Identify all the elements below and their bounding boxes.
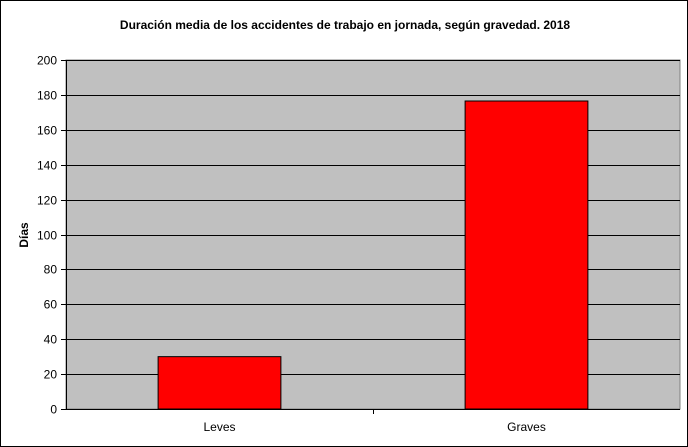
y-tick-label: 80: [44, 263, 58, 277]
y-tick-label: 60: [44, 298, 58, 312]
bar-graves: [464, 100, 589, 410]
y-tick-label: 100: [37, 229, 57, 243]
y-tick-label: 200: [37, 54, 57, 68]
y-tick-label: 140: [37, 159, 57, 173]
y-axis-label: Días: [17, 222, 31, 248]
y-tick-label: 0: [50, 403, 57, 417]
y-tick-label: 20: [44, 368, 58, 382]
x-axis-ticks: Leves Graves: [203, 409, 546, 434]
y-tick-label: 120: [37, 194, 57, 208]
x-tick-label: Graves: [507, 420, 546, 434]
bar-leves: [157, 356, 282, 410]
x-tick-label: Leves: [203, 420, 235, 434]
bars: [157, 100, 589, 410]
chart-title: Duración media de los accidentes de trab…: [120, 18, 570, 32]
y-axis-ticks: 0 20 40 60 80 100 120 140 160 180 200: [37, 54, 680, 417]
y-tick-label: 180: [37, 89, 57, 103]
y-tick-label: 160: [37, 124, 57, 138]
y-tick-label: 40: [44, 333, 58, 347]
